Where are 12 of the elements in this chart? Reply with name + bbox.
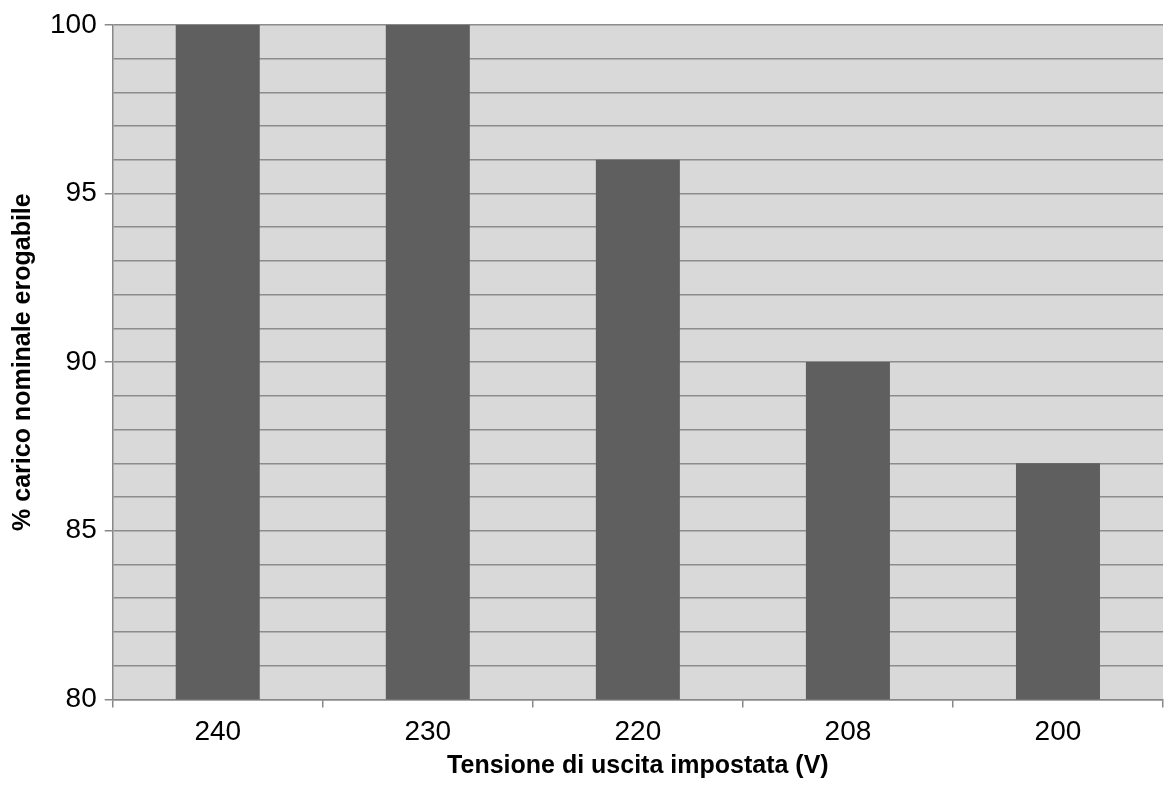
y-tick-label: 80 [65,682,97,714]
x-tick-label: 208 [824,714,872,746]
y-tick-label: 85 [65,513,97,545]
x-axis-title: Tensione di uscita impostata (V) [447,749,829,778]
y-tick-label: 95 [65,176,97,208]
y-axis-title: % carico nominale erogabile [6,193,35,531]
x-tick-label: 220 [614,714,662,746]
x-tick-label: 200 [1034,714,1082,746]
y-tick-label: 100 [50,7,97,39]
x-tick-label: 230 [404,714,452,746]
x-tick-label: 240 [194,714,242,746]
y-tick-label: 90 [65,344,97,376]
